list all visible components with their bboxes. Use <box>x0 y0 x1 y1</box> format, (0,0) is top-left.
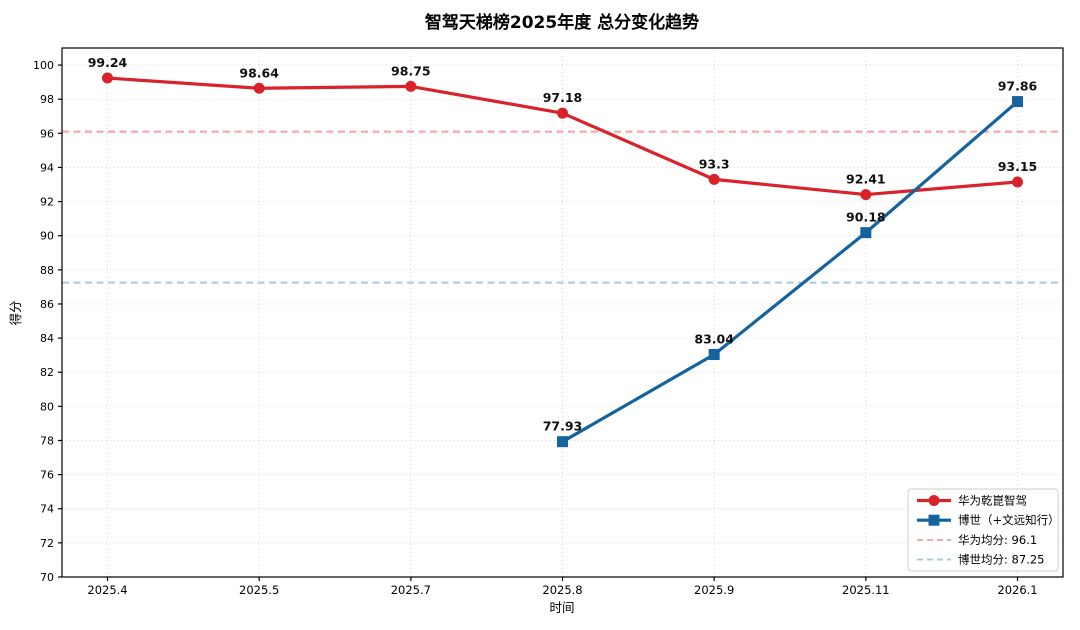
y-tick-label: 92 <box>40 196 54 209</box>
legend-entry-label: 华为乾崑智驾 <box>958 494 1027 508</box>
y-tick-label: 94 <box>40 161 54 174</box>
y-tick-label: 86 <box>40 298 54 311</box>
data-point <box>708 173 720 185</box>
plot-area: 99.24 98.64 98.75 97.18 93.3 92.41 93.15 77.93 8… <box>33 47 1064 597</box>
y-axis-label: 得分 <box>8 300 23 325</box>
y-tick-label: 72 <box>40 537 54 550</box>
y-tick-label: 70 <box>40 571 54 584</box>
data-point <box>860 189 872 201</box>
x-axis-label: 时间 <box>549 600 574 615</box>
data-point <box>405 80 417 92</box>
legend-entry-label: 博世均分: 87.25 <box>958 553 1044 567</box>
y-tick-label: 82 <box>40 366 54 379</box>
y-tick-label: 100 <box>33 59 54 72</box>
data-point-label: 93.15 <box>998 159 1038 174</box>
data-point <box>253 82 265 94</box>
data-point <box>557 436 568 448</box>
chart-title: 智驾天梯榜2025年度 总分变化趋势 <box>425 12 699 33</box>
y-tick-label: 90 <box>40 230 54 243</box>
y-tick-label: 96 <box>40 127 54 140</box>
data-point <box>860 227 872 239</box>
grid <box>62 48 1063 578</box>
data-point-label: 92.41 <box>846 172 886 187</box>
x-tick-label: 2025.7 <box>391 583 431 597</box>
data-point <box>1012 96 1023 108</box>
legend-entry-label: 华为均分: 96.1 <box>958 533 1037 547</box>
legend-entry-label: 博世（+文远知行） <box>958 513 1060 527</box>
data-point <box>557 107 568 119</box>
y-tick-label: 74 <box>40 503 54 516</box>
legend-box <box>907 488 1059 572</box>
data-point <box>102 72 113 84</box>
data-point-label: 98.64 <box>239 65 279 80</box>
y-tick-label: 76 <box>40 469 54 482</box>
x-tick-label: 2026.1 <box>997 583 1037 597</box>
y-tick-label: 80 <box>40 400 54 413</box>
data-point-label: 83.04 <box>694 331 734 346</box>
data-point-label: 93.3 <box>699 156 730 171</box>
y-tick-label: 84 <box>40 332 54 345</box>
y-tick-label: 88 <box>40 264 54 277</box>
y-tick-label: 98 <box>40 93 54 106</box>
legend-marker-square <box>928 514 940 526</box>
x-tick-label: 2025.11 <box>842 583 890 597</box>
data-point-label: 97.18 <box>543 90 583 105</box>
x-tick-label: 2025.4 <box>87 583 127 597</box>
data-point <box>1012 176 1023 188</box>
legend-marker-circle <box>928 495 940 506</box>
y-tick-label: 78 <box>40 434 54 447</box>
data-point-label: 99.24 <box>88 55 128 70</box>
data-point-label: 77.93 <box>543 419 583 434</box>
x-tick-label: 2025.8 <box>542 583 582 597</box>
x-tick-label: 2025.9 <box>694 583 734 597</box>
data-point <box>708 348 720 360</box>
data-point-label: 97.86 <box>998 79 1038 94</box>
x-tick-label: 2025.5 <box>239 583 279 597</box>
series-line-1 <box>560 99 1020 444</box>
data-point-label: 90.18 <box>846 210 886 225</box>
data-point-label: 98.75 <box>391 63 431 78</box>
